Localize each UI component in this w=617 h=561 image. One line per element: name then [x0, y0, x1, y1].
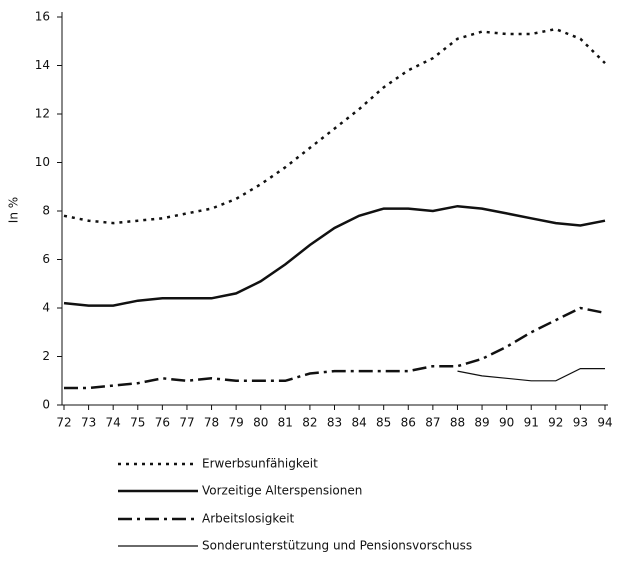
x-tick-label: 80	[253, 416, 268, 430]
x-tick-label: 82	[302, 416, 317, 430]
y-tick-label: 12	[35, 107, 50, 121]
legend-label: Vorzeitige Alterspensionen	[202, 484, 362, 498]
y-tick-label: 6	[42, 252, 50, 266]
x-tick-label: 91	[524, 416, 539, 430]
y-tick-label: 4	[42, 301, 50, 315]
y-tick-label: 14	[35, 58, 50, 72]
x-tick-label: 88	[450, 416, 465, 430]
x-tick-label: 85	[376, 416, 391, 430]
series-line	[63, 204, 606, 307]
x-tick-label: 79	[228, 416, 243, 430]
x-tick-label: 89	[474, 416, 489, 430]
y-tick-label: 10	[35, 155, 50, 169]
x-tick-label: 77	[179, 416, 194, 430]
x-tick-label: 74	[106, 416, 121, 430]
x-tick-label: 94	[597, 416, 612, 430]
x-tick-label: 92	[548, 416, 563, 430]
x-tick-label: 73	[81, 416, 96, 430]
series-line	[64, 306, 606, 390]
y-tick-label: 8	[42, 204, 50, 218]
y-tick-label: 2	[42, 349, 50, 363]
y-tick-label: 0	[42, 398, 50, 412]
series-line	[457, 368, 605, 382]
x-tick-label: 83	[327, 416, 342, 430]
x-tick-label: 78	[204, 416, 219, 430]
series-line	[63, 27, 606, 225]
x-tick-label: 93	[573, 416, 588, 430]
legend-label: Erwerbsunfähigkeit	[202, 457, 318, 471]
legend-label: Sonderunterstützung und Pensionsvorschus…	[202, 539, 472, 553]
x-tick-label: 90	[499, 416, 514, 430]
x-tick-label: 84	[351, 416, 366, 430]
y-axis-label: In %	[7, 197, 21, 223]
legend-label: Arbeitslosigkeit	[202, 512, 295, 526]
x-tick-label: 87	[425, 416, 440, 430]
x-tick-label: 86	[401, 416, 416, 430]
y-tick-label: 16	[35, 10, 50, 24]
x-tick-label: 72	[56, 416, 71, 430]
x-tick-label: 76	[155, 416, 170, 430]
x-tick-label: 75	[130, 416, 145, 430]
x-tick-label: 81	[278, 416, 293, 430]
